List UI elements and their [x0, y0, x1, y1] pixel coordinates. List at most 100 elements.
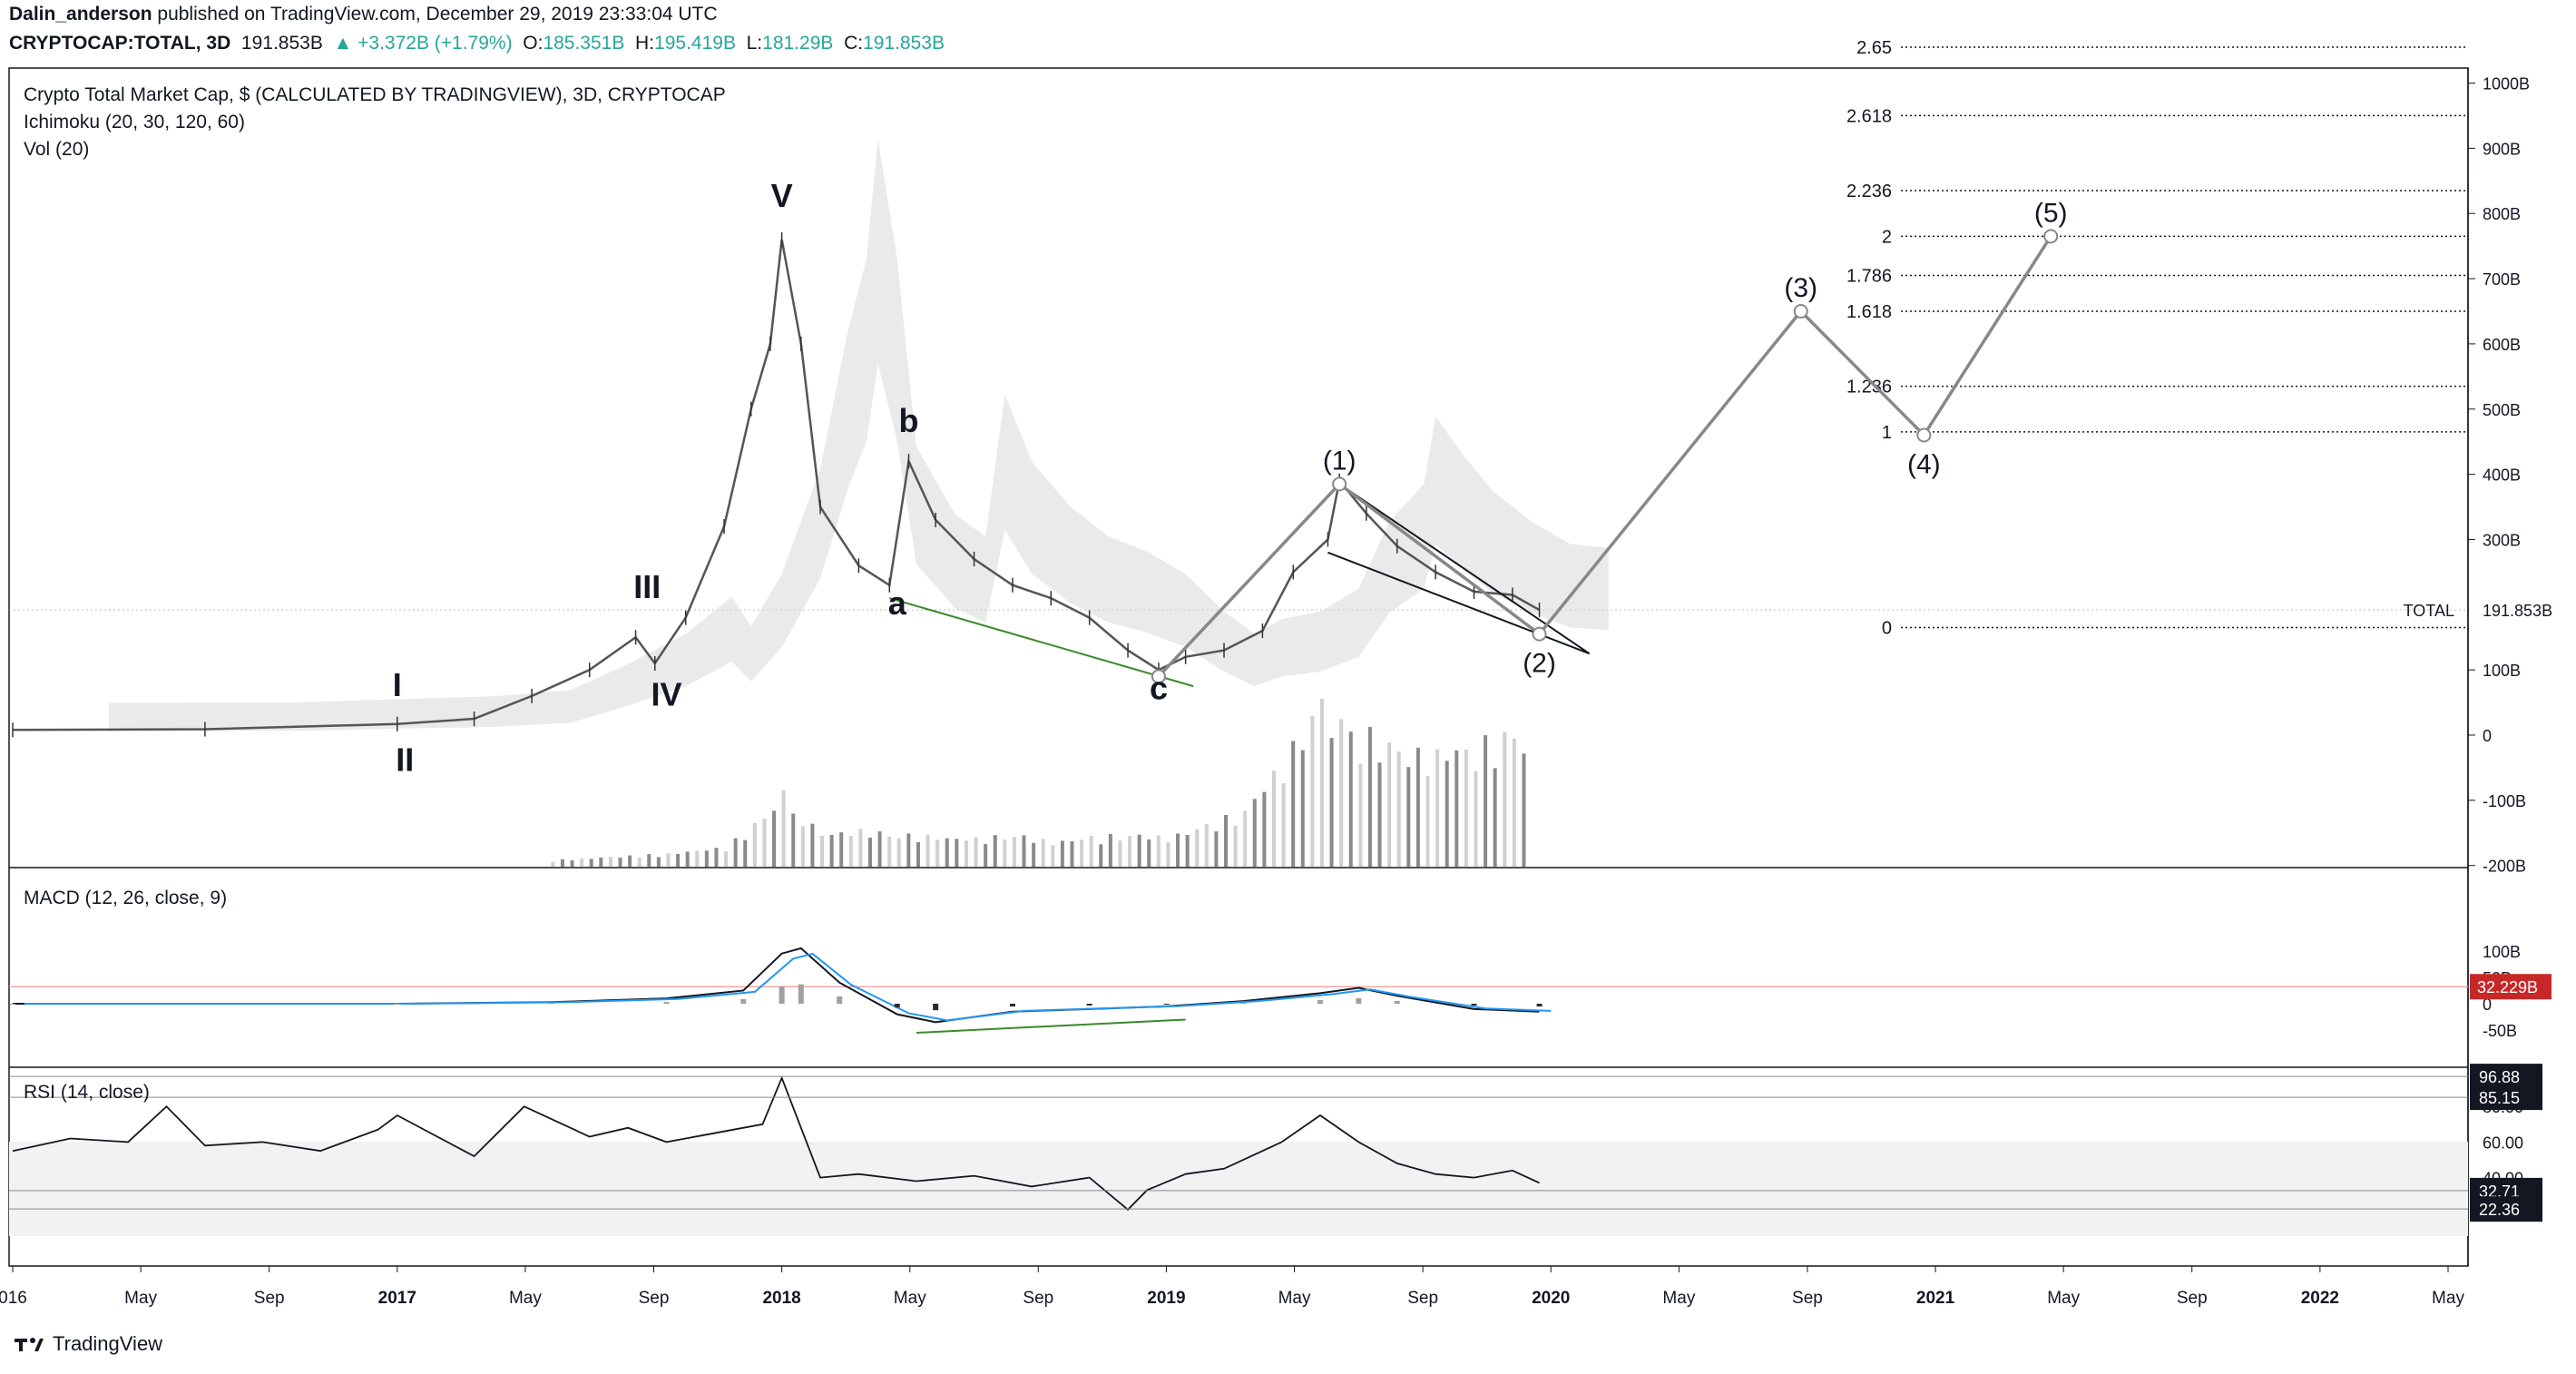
axis-labels: 1000B 900B 800B 700B 600B 500B 400B 300B 100B 0 -1…	[0, 75, 2552, 1309]
rsi-tick-label: 60.00	[2483, 1134, 2523, 1152]
volume-bar	[647, 854, 651, 867]
macd-tick-label: 0	[2483, 996, 2492, 1014]
wave-projection[interactable]: (1) (2) (3) (4) (5)	[1151, 198, 2068, 684]
projection-node[interactable]	[1332, 476, 1347, 492]
ichimoku-legend[interactable]: Ichimoku (20, 30, 120, 60)	[24, 112, 245, 132]
macd-histogram-bar	[1086, 1004, 1092, 1006]
rsi-value-badge	[2470, 1196, 2542, 1222]
volume-bar	[1080, 839, 1084, 867]
macd-histogram-bar	[1471, 1004, 1477, 1006]
wave-label: IV	[651, 676, 681, 713]
projection-node[interactable]	[2043, 229, 2059, 244]
volume-bar	[637, 857, 642, 867]
price-tick-label: 100B	[2483, 662, 2521, 680]
last-price-badge: 191.853B	[2483, 602, 2552, 620]
volume-bar	[800, 826, 805, 867]
macd-histogram-bar	[548, 1003, 554, 1004]
volume-bar	[1243, 810, 1248, 867]
volume-bar	[733, 838, 738, 867]
volume-bar	[608, 857, 612, 867]
wave-label: c	[1150, 669, 1168, 706]
volume-bar	[743, 839, 748, 867]
volume-bar	[1281, 782, 1286, 867]
projection-node[interactable]	[1793, 303, 1808, 319]
brand-name[interactable]: TradingView	[53, 1332, 163, 1355]
projection-node[interactable]	[1916, 427, 1932, 443]
time-tick-label: 2018	[762, 1289, 800, 1308]
symbol-label[interactable]: CRYPTOCAP:TOTAL, 3D	[9, 33, 231, 54]
macd-histogram-bar	[663, 1001, 670, 1004]
ohlc-header: CRYPTOCAP:TOTAL, 3D 191.853B ▲ +3.372B (…	[9, 33, 945, 54]
volume-bar	[858, 829, 863, 867]
volume-legend[interactable]: Vol (20)	[24, 139, 89, 160]
volume-bar	[714, 848, 719, 867]
volume-bar	[570, 860, 574, 867]
projection-path[interactable]	[1157, 235, 2052, 678]
volume-bar	[1156, 835, 1161, 867]
projection-node[interactable]	[1151, 669, 1166, 684]
volume-bar	[1387, 742, 1392, 867]
volume-bar	[762, 819, 767, 867]
price-series	[12, 231, 1591, 738]
macd-legend[interactable]: MACD (12, 26, close, 9)	[24, 888, 227, 908]
price-tick-label: -100B	[2483, 792, 2526, 810]
volume-bar	[1147, 839, 1151, 867]
projection-label: (3)	[1784, 273, 1817, 303]
volume-bar	[1195, 829, 1200, 867]
volume-bar	[1445, 761, 1449, 867]
volume-bar	[1214, 831, 1219, 867]
trendline-a-c[interactable]	[889, 597, 1194, 688]
macd-value-badge	[2470, 974, 2552, 1000]
macd-histogram-bar	[394, 1004, 400, 1005]
volume-bar	[781, 790, 786, 867]
wave-label: II	[396, 741, 414, 779]
volume-bar	[560, 859, 564, 867]
volume-bar	[1204, 824, 1209, 867]
volume-bar	[1051, 845, 1055, 867]
volume-bar	[916, 841, 920, 867]
fib-level-label: 2	[1882, 227, 1892, 247]
projection-label: (2)	[1523, 649, 1556, 679]
volume-bar	[618, 858, 622, 867]
price-tick-label: 0	[2483, 727, 2492, 745]
rsi-value-badge-text: 32.71	[2479, 1183, 2520, 1201]
cloud-area	[108, 139, 1609, 731]
volume-bar	[1396, 751, 1401, 867]
volume-bar	[848, 835, 853, 867]
volume-bar	[1022, 835, 1026, 867]
macd-trendline[interactable]	[916, 1018, 1186, 1035]
rsi-legend[interactable]: RSI (14, close)	[24, 1082, 150, 1103]
macd-tick-label: 100B	[2483, 943, 2521, 961]
time-tick-label: 2020	[1532, 1289, 1570, 1308]
high-value: 195.419B	[654, 33, 736, 54]
open-label: O:	[523, 33, 544, 54]
volume-bar	[1474, 770, 1478, 867]
author-name[interactable]: Dalin_anderson	[9, 4, 152, 25]
volume-bar	[676, 853, 681, 867]
volume-bar	[935, 839, 940, 867]
macd-signal-line	[24, 952, 1552, 1022]
volume-bars	[551, 698, 1526, 867]
price-tick-label: 400B	[2483, 466, 2521, 485]
projection-label: (5)	[2034, 198, 2068, 228]
wave-label: I	[393, 666, 402, 703]
macd-histogram-bar	[1240, 1002, 1247, 1004]
volume-bar	[984, 844, 988, 867]
volume-bar	[1262, 791, 1267, 867]
projection-node[interactable]	[1532, 626, 1547, 642]
volume-bar	[1377, 762, 1382, 867]
macd-histogram-bar	[1317, 999, 1323, 1004]
volume-bar	[1233, 825, 1238, 867]
volume-bar	[1358, 763, 1363, 867]
time-tick-label: 2022	[2301, 1289, 2339, 1308]
volume-bar	[993, 835, 997, 867]
macd-tick-label: -50B	[2483, 1022, 2517, 1040]
volume-bar	[772, 810, 777, 867]
volume-bar	[580, 858, 584, 867]
volume-bar	[1425, 775, 1430, 867]
volume-bar	[1224, 815, 1229, 867]
macd-histogram-bar	[10, 1004, 15, 1005]
volume-bar	[1108, 833, 1112, 867]
